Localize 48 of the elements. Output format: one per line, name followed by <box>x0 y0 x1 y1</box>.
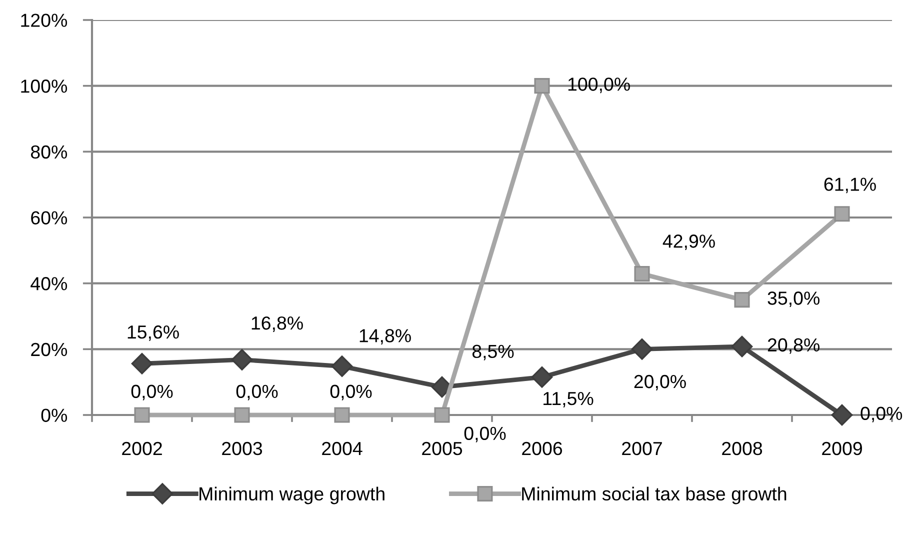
x-tick-label: 2005 <box>422 442 462 456</box>
x-tick-label: 2007 <box>622 442 662 456</box>
point <box>734 292 750 308</box>
data-label: 35,0% <box>768 292 820 308</box>
data-label: 14,8% <box>360 329 411 345</box>
data-label: 0,0% <box>464 426 506 442</box>
x-tick-label: 2008 <box>722 442 762 456</box>
data-label: 0,0% <box>330 384 372 400</box>
y-tick-label: 120% <box>21 14 68 27</box>
point <box>534 78 550 94</box>
data-label: 8,5% <box>472 344 514 360</box>
data-label: 100,0% <box>568 78 630 94</box>
data-label: 16,8% <box>252 316 303 332</box>
data-label: 0,0% <box>236 384 278 400</box>
y-tick-label: 40% <box>30 277 68 290</box>
point <box>631 338 653 360</box>
y-tick-label: 60% <box>31 211 68 224</box>
point <box>831 404 853 426</box>
point <box>131 352 153 374</box>
legend-label: Minimum wage growth <box>200 486 384 504</box>
data-label: 20,8% <box>768 338 820 354</box>
point <box>231 349 253 370</box>
point <box>331 356 353 377</box>
data-label: 11,5% <box>544 392 594 408</box>
y-tick-label: 80% <box>30 145 68 159</box>
point <box>731 336 753 358</box>
point <box>234 407 250 423</box>
data-label: 42,9% <box>662 234 715 250</box>
data-label: 0,0% <box>860 406 902 422</box>
y-tick-label: 20% <box>31 342 68 356</box>
legend-label: Minimum social tax base growth <box>522 486 786 504</box>
x-tick-label: 2006 <box>522 442 562 456</box>
point <box>134 407 150 423</box>
point <box>531 366 553 388</box>
point <box>434 407 450 423</box>
y-tick-label: 0% <box>41 408 68 422</box>
point <box>634 266 650 282</box>
data-label: 15,6% <box>128 325 179 341</box>
point <box>334 407 350 423</box>
y-tick-label: 100% <box>21 80 68 93</box>
x-tick-label: 2004 <box>322 442 362 456</box>
data-label: 61,1% <box>824 178 876 194</box>
x-tick-label: 2003 <box>222 442 262 456</box>
point <box>834 206 850 222</box>
x-tick-label: 2009 <box>822 442 862 456</box>
x-tick-label: 2002 <box>122 442 162 456</box>
data-label: 0,0% <box>131 384 173 400</box>
data-label: 20,0% <box>634 374 686 390</box>
